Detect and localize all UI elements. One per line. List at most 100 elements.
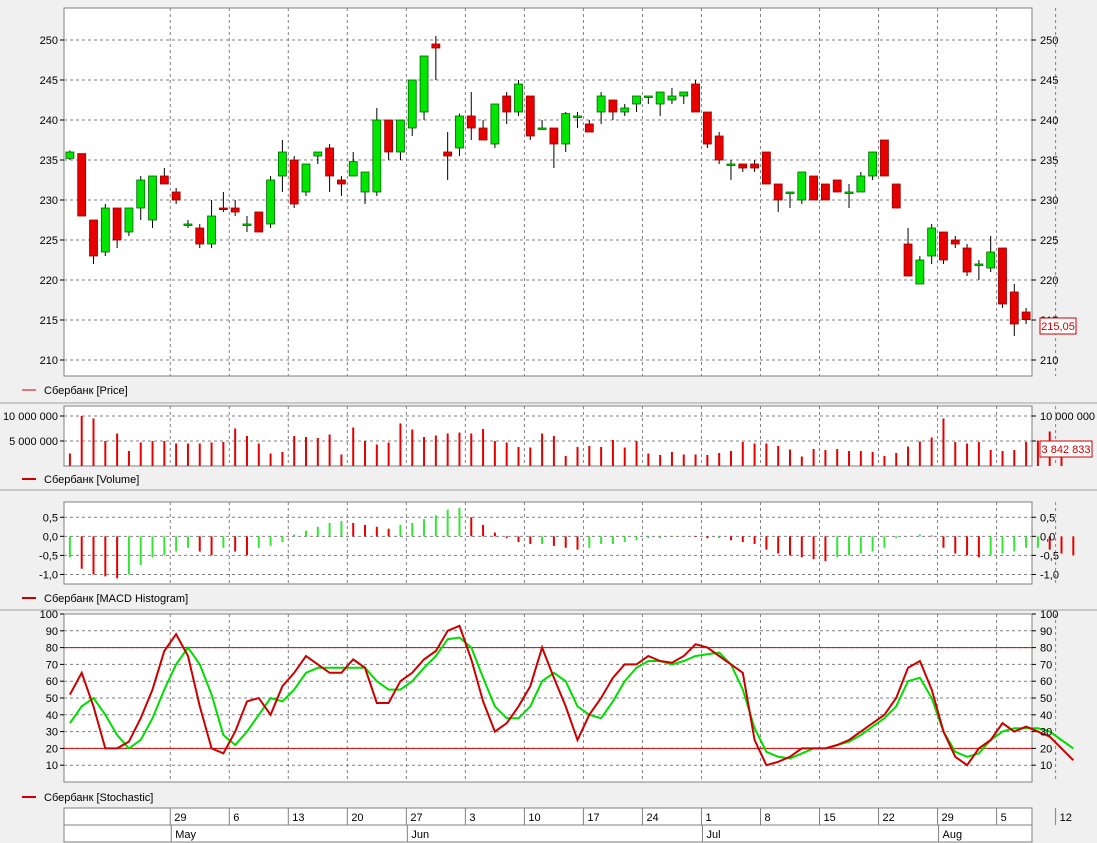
y-tick-label-left: -0,5 [39, 550, 58, 562]
y-tick-label-left: 215 [40, 315, 58, 327]
time-day-label: 12 [1060, 812, 1072, 824]
candle-body [950, 239, 960, 245]
volume-bars [68, 416, 1063, 466]
candle-body [773, 183, 783, 201]
y-tick-label-right: 80 [1040, 643, 1052, 655]
candle-body [797, 171, 807, 201]
macd-panel: 0,5 0,5 0,0 0,0 -0,5 -0,5 -1,0 -1,0 Сбербанк [M… [0, 501, 1097, 611]
candle-body [242, 223, 252, 226]
y-tick-label-right: 240 [1040, 115, 1058, 127]
time-day-label: 29 [942, 812, 954, 824]
y-tick-label-left: 0,0 [43, 531, 58, 543]
candle-body [655, 91, 665, 105]
candle-body [313, 151, 323, 157]
stochastic-lines [64, 624, 1075, 767]
volume-last-value-label: 3 842 833 [1042, 444, 1091, 456]
candle-body [230, 207, 240, 213]
candle-body [348, 161, 358, 177]
time-day-label: 13 [292, 812, 304, 824]
candle-body [266, 179, 275, 225]
macd-legend: Сбербанк [MACD Histogram] [22, 593, 188, 605]
candle-body [738, 163, 748, 169]
volume-axes: 5 000 000 10 000 000 10 000 000 [3, 411, 1095, 448]
candle-body [891, 183, 901, 209]
y-tick-label-right: 50 [1040, 693, 1052, 705]
candle-body [254, 211, 264, 233]
y-tick-label-right: 235 [1040, 155, 1058, 167]
candle-body [455, 115, 464, 149]
time-day-label: 17 [587, 812, 599, 824]
price-panel: 2102102152152202202252252302302352352402… [0, 7, 1097, 404]
time-day-label: 3 [469, 812, 475, 824]
y-tick-label-left: 30 [46, 727, 58, 739]
stochastic-legend: Сбербанк [Stochastic] [22, 792, 153, 804]
y-tick-label-left: 210 [40, 355, 58, 367]
candle-body [65, 151, 75, 159]
y-tick-label-right: 90 [1040, 626, 1052, 638]
candle-body [478, 127, 488, 141]
candle-body [1021, 311, 1031, 320]
candle-body [643, 95, 653, 98]
candle-body [419, 55, 429, 113]
y-tick-label-right: 70 [1040, 659, 1052, 671]
time-day-label: 22 [883, 812, 895, 824]
time-day-label: 6 [233, 812, 239, 824]
volume-grid [64, 406, 1057, 466]
stochastic-axes: 10 10 20 20 30 30 40 40 50 50 60 60 70 70 80 80 90 90 100 1… [40, 609, 1059, 772]
volume-plot-area[interactable] [63, 405, 1033, 467]
candle-body [112, 207, 122, 241]
y-tick-label-right: 30 [1040, 727, 1052, 739]
candle-body [632, 95, 641, 105]
stochastic-legend-label: Сбербанк [Stochastic] [44, 792, 153, 804]
time-day-label: 29 [174, 812, 186, 824]
time-axis-months-row [63, 824, 1033, 843]
y-tick-label-left: 100 [40, 609, 58, 621]
volume-legend-label: Сбербанк [Volume] [44, 474, 139, 486]
time-month-label: Aug [943, 829, 963, 841]
candle-body [915, 259, 925, 285]
time-day-label: 5 [1001, 812, 1007, 824]
stochastic-panel: 10 10 20 20 30 30 40 40 50 50 60 60 70 70 80 80 90 90 100 1… [22, 609, 1075, 804]
y-tick-label-left: 220 [40, 275, 58, 287]
time-day-label: 15 [824, 812, 836, 824]
candle-body [431, 43, 441, 49]
y-tick-label-right: 10 000 000 [1040, 411, 1095, 423]
candle-body [691, 83, 700, 113]
candle-body [443, 151, 453, 157]
macd-plot-area[interactable] [63, 501, 1033, 585]
y-tick-label-right: 20 [1040, 743, 1052, 755]
price-last-value-label: 215,05 [1041, 321, 1075, 333]
candle-body [785, 191, 795, 194]
candle-body [584, 123, 594, 133]
y-tick-label-right: -0,5 [1040, 550, 1059, 562]
price-plot-area[interactable] [63, 7, 1033, 377]
candle-body [277, 151, 287, 177]
time-day-label: 1 [705, 812, 711, 824]
y-tick-label-right: -1,0 [1040, 569, 1059, 581]
candle-body [372, 119, 382, 193]
candle-body [714, 135, 724, 161]
stochastic-grid [64, 613, 1057, 782]
candle-body [502, 95, 512, 113]
y-tick-label-right: 10 [1040, 760, 1052, 772]
y-tick-label-right: 225 [1040, 235, 1058, 247]
candle-body [750, 163, 759, 169]
candle-body [832, 179, 842, 193]
candle-body [396, 119, 405, 153]
time-month-label: Jul [706, 829, 720, 841]
volume-last-value-tag: 3 842 833 [1039, 440, 1093, 458]
candle-body [903, 243, 913, 277]
time-axis-labels: 29 6 13 20 27 3 10 17 24 1 8 15 22 29 5 12 May Jun Jul Aug [169, 808, 1072, 842]
y-tick-label-left: 50 [46, 693, 58, 705]
time-month-label: Jun [411, 829, 429, 841]
candle-body [939, 231, 948, 261]
candle-body [325, 147, 335, 177]
y-tick-label-left: 250 [40, 35, 58, 47]
candle-body [514, 83, 523, 113]
price-last-value-tag: 215,05 [1039, 317, 1077, 335]
candle-body [195, 227, 205, 245]
candle-body [360, 171, 370, 193]
candle-body [124, 207, 134, 233]
y-tick-label-right: 250 [1040, 35, 1058, 47]
